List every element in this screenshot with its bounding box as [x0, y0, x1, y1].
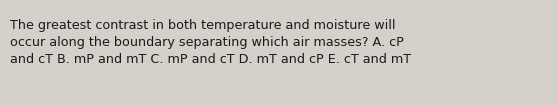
Text: The greatest contrast in both temperature and moisture will
occur along the boun: The greatest contrast in both temperatur… [10, 19, 411, 66]
